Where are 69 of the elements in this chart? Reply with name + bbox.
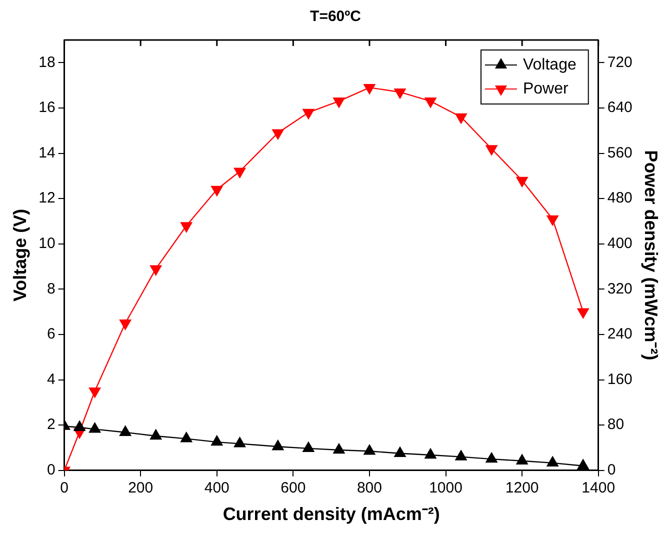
y-tick-label: 0 [46, 462, 56, 479]
y2-tick-label: 160 [607, 370, 632, 388]
y-tick-label: 10 [38, 235, 56, 252]
x-tick-label: 600 [280, 480, 306, 497]
y2-tick-label: 560 [607, 144, 632, 162]
point [455, 450, 467, 460]
point [333, 443, 345, 454]
y2-tick-label: 0 [607, 462, 616, 479]
point [333, 98, 345, 108]
x-tick-label: 800 [356, 480, 382, 497]
point [546, 456, 558, 467]
point [272, 129, 284, 140]
point [180, 222, 192, 232]
point [234, 168, 246, 178]
y2-tick-label: 400 [607, 235, 632, 252]
point [455, 113, 467, 124]
point [234, 437, 246, 448]
point [150, 265, 162, 276]
point [546, 215, 558, 226]
x-tick-label: 1400 [582, 480, 616, 497]
legend-label: Power [522, 80, 570, 98]
point [150, 429, 162, 440]
y2-tick-label: 240 [607, 326, 632, 343]
legend-label: Voltage [522, 56, 576, 74]
x-tick-label: 1000 [429, 480, 462, 497]
point [364, 444, 376, 455]
y-tick-label: 8 [46, 280, 56, 298]
point [74, 420, 86, 431]
y2-tick-label: 720 [607, 54, 632, 71]
x-axis-title: Current density (mAcm⁻²) [222, 504, 440, 524]
point [89, 422, 101, 433]
y-tick-label: 6 [46, 326, 56, 343]
point [120, 320, 132, 330]
point [89, 388, 101, 398]
point [424, 98, 436, 108]
x-tick-label: 400 [204, 480, 230, 497]
y2-tick-label: 80 [607, 416, 624, 434]
point [577, 308, 589, 318]
point [302, 108, 314, 120]
y-tick-label: 16 [38, 99, 56, 116]
x-tick-label: 200 [128, 480, 154, 497]
y-tick-label: 4 [46, 370, 56, 388]
x-tick-label: 1200 [505, 480, 539, 497]
point [516, 454, 528, 464]
y-tick-label: 18 [38, 54, 56, 71]
point [424, 448, 436, 459]
point [394, 446, 406, 458]
y-tick-label: 14 [38, 144, 56, 162]
y2-tick-label: 320 [607, 280, 632, 298]
point [486, 452, 498, 463]
point [394, 88, 406, 99]
point [364, 84, 376, 94]
point [302, 442, 314, 452]
y-axis-title: Voltage (V) [10, 208, 30, 302]
x-tick-label: 0 [60, 480, 68, 497]
chart-title: T=60ºC [310, 8, 362, 26]
y-tick-label: 2 [46, 416, 56, 434]
y-tick-label: 12 [38, 190, 56, 207]
y2-tick-label: 640 [607, 99, 632, 116]
point [486, 145, 498, 156]
point [272, 440, 284, 450]
point [211, 435, 223, 446]
point [180, 432, 192, 442]
point [516, 176, 528, 188]
point [211, 186, 223, 196]
point [577, 459, 589, 470]
y2-axis-title: Power density (mWcm⁻²) [641, 150, 662, 360]
y2-tick-label: 480 [607, 190, 632, 207]
point [120, 426, 132, 436]
